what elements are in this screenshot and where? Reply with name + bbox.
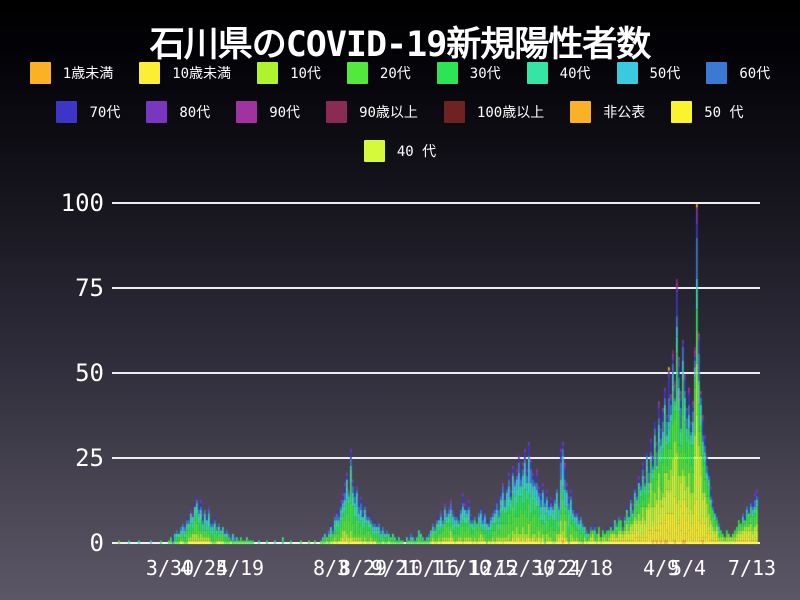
gridline-y-50 xyxy=(112,372,760,374)
x-tick-label-11/10: 11/10 xyxy=(430,556,492,580)
x-tick-label-8/29: 8/29 xyxy=(338,556,388,580)
y-tick-label-75: 75 xyxy=(75,274,104,302)
x-tick-label-12/5: 12/5 xyxy=(468,556,518,580)
gridline-y-100 xyxy=(112,202,760,204)
x-tick-label-5/19: 5/19 xyxy=(215,556,265,580)
gridline-y-0 xyxy=(112,542,760,544)
y-tick-label-0: 0 xyxy=(89,529,104,557)
x-tick-label-7/13: 7/13 xyxy=(727,556,777,580)
x-tick-label-5/4: 5/4 xyxy=(669,556,707,580)
x-tick-label-12/30: 12/30 xyxy=(494,556,556,580)
x-tick-label-10/16: 10/16 xyxy=(398,556,460,580)
y-tick-label-25: 25 xyxy=(75,444,104,472)
x-tick-label-9/21: 9/21 xyxy=(370,556,420,580)
gridline-y-25 xyxy=(112,457,760,459)
y-tick-label-50: 50 xyxy=(75,359,104,387)
y-tick-label-100: 100 xyxy=(60,189,104,217)
gridline-y-75 xyxy=(112,287,760,289)
x-tick-label-2/18: 2/18 xyxy=(564,556,614,580)
x-tick-label-4/9: 4/9 xyxy=(642,556,680,580)
x-tick-label-8/3: 8/3 xyxy=(312,556,350,580)
x-tick-label-4/24: 4/24 xyxy=(179,556,229,580)
x-tick-label-1/24: 1/24 xyxy=(532,556,582,580)
x-tick-label-3/30: 3/30 xyxy=(145,556,195,580)
